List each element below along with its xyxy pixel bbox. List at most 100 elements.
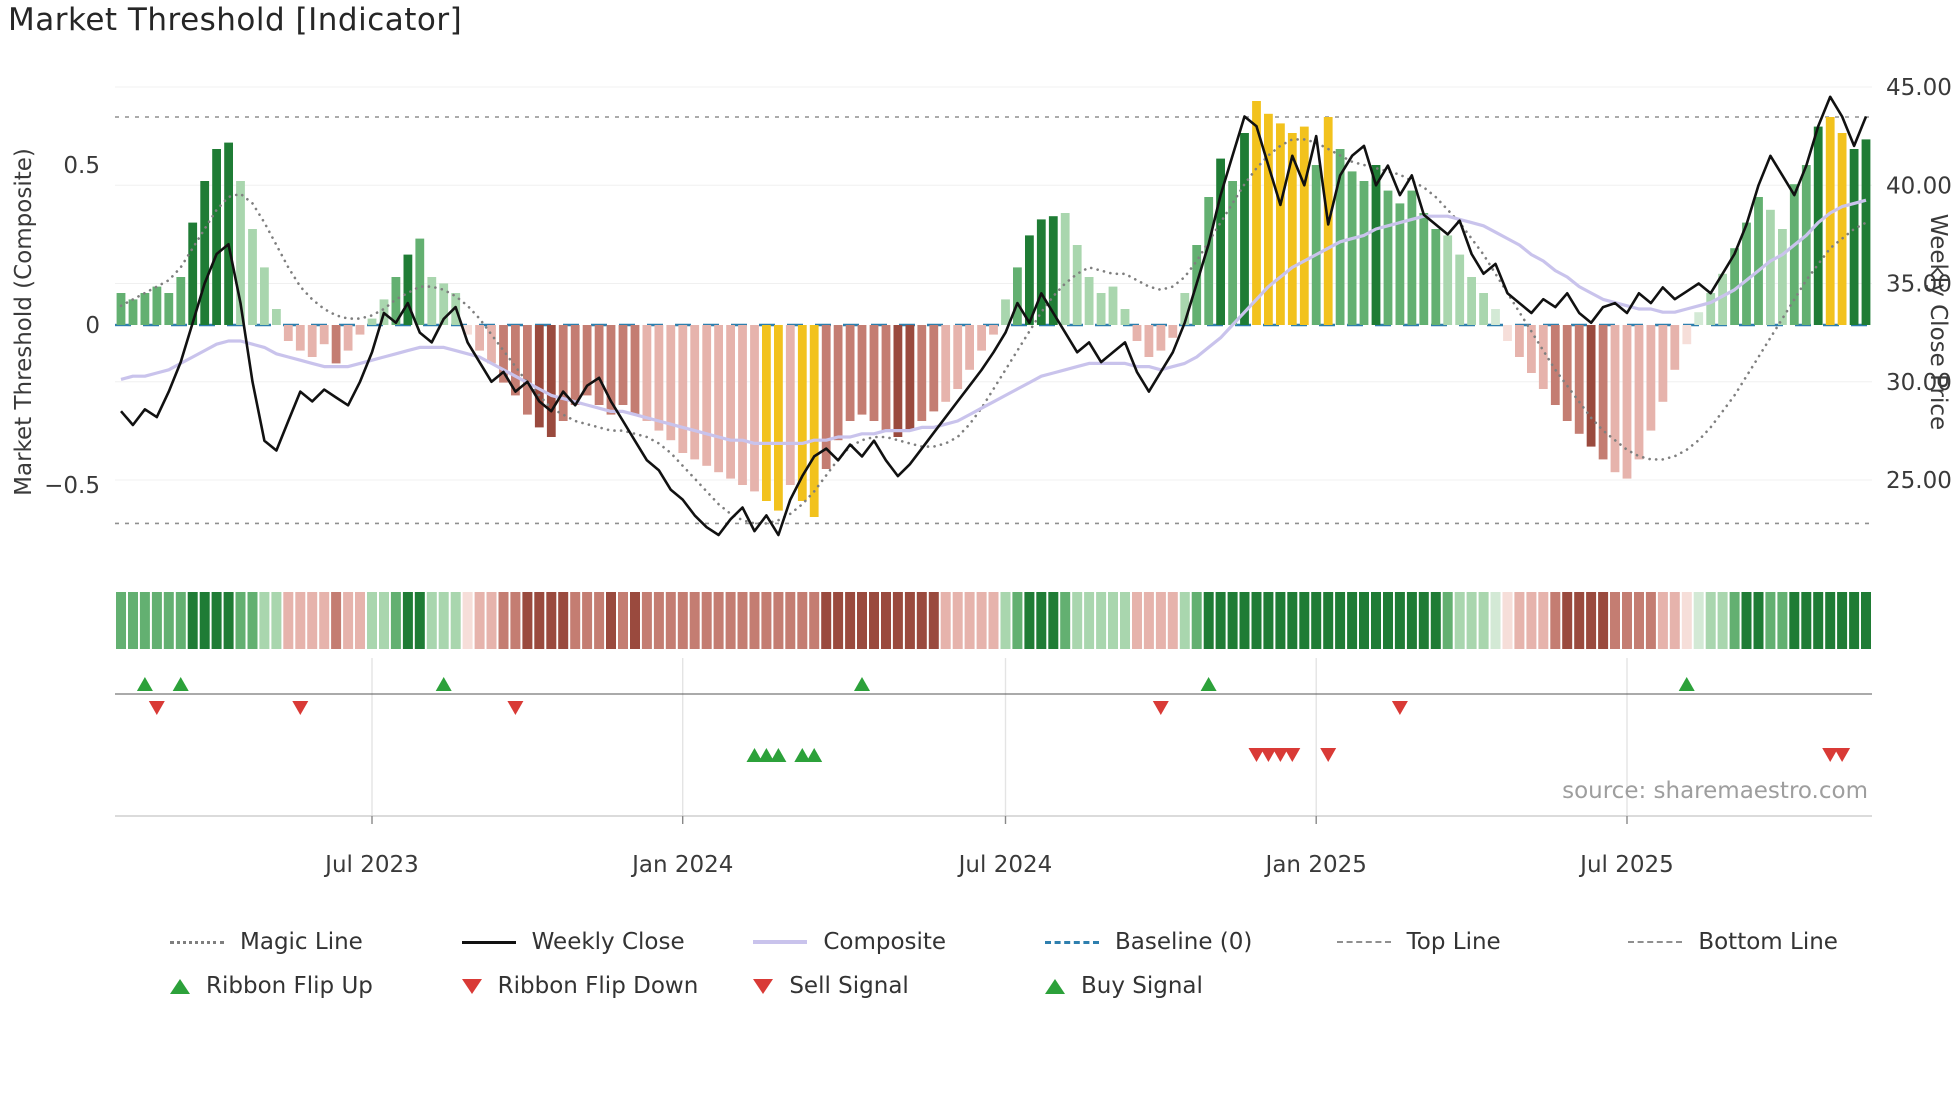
ribbon-cell — [116, 592, 126, 649]
ribbon-cell — [869, 592, 879, 649]
ribbon-cell — [773, 592, 784, 649]
ribbon-cell — [976, 592, 987, 649]
ribbon-cell — [1084, 592, 1095, 649]
threshold-bar — [977, 325, 986, 351]
ribbon-cell — [1717, 592, 1728, 649]
ribbon-cell — [163, 592, 174, 649]
threshold-bar — [272, 309, 281, 325]
threshold-bar — [1658, 325, 1668, 402]
ribbon-flip-down-marker — [292, 701, 309, 715]
ribbon-flip-down-marker — [148, 701, 165, 715]
magic-line — [119, 138, 1868, 525]
threshold-bar — [1180, 293, 1190, 325]
sell-signal-marker — [1822, 748, 1839, 762]
ribbon-cell — [259, 592, 270, 649]
ribbon-cell — [1454, 592, 1465, 649]
ribbon-cell — [845, 592, 856, 649]
threshold-bar — [1455, 254, 1465, 325]
threshold-bar — [1598, 325, 1608, 460]
threshold-bar — [666, 325, 676, 441]
threshold-bar — [1216, 158, 1225, 325]
threshold-bar — [702, 325, 712, 466]
ribbon-cell — [1657, 592, 1668, 649]
market-threshold-chart: 0.5 0 −0.5 45.00 40.00 35.00 30.00 25.00 Jul 202… — [44, 75, 1952, 878]
threshold-bar — [1204, 197, 1214, 325]
bottom-line-sample-icon — [1628, 941, 1683, 943]
threshold-bar — [176, 277, 186, 325]
right-axis-tick-label: 25.00 — [1886, 468, 1952, 494]
threshold-bar — [1335, 149, 1345, 325]
left-axis-title: Market Threshold (Composite) — [11, 148, 37, 496]
threshold-bar — [1861, 139, 1871, 325]
threshold-bar — [128, 299, 138, 325]
ribbon-cell — [1789, 592, 1800, 649]
ribbon-cell — [1203, 592, 1214, 649]
legend-label: Top Line — [1406, 929, 1501, 955]
threshold-bar — [1586, 325, 1596, 447]
ribbon-cell — [283, 592, 294, 649]
threshold-bar — [570, 325, 580, 405]
ribbon-cell — [1813, 592, 1824, 649]
threshold-bar — [618, 325, 628, 405]
ribbon-cell — [175, 592, 186, 649]
threshold-bar — [534, 325, 544, 428]
threshold-bar — [1754, 197, 1763, 325]
ribbon-cell — [665, 592, 676, 649]
source-attribution: source: sharemaestro.com — [1562, 778, 1868, 804]
ribbon-cell — [1394, 592, 1405, 649]
ribbon-cell — [1777, 592, 1788, 649]
threshold-bar — [785, 325, 795, 485]
ribbon-cell — [450, 592, 461, 649]
threshold-bar — [1801, 165, 1811, 325]
ribbon-cell — [1753, 592, 1764, 649]
threshold-bar — [1359, 181, 1369, 325]
threshold-bar — [1144, 325, 1154, 357]
threshold-bar — [212, 149, 221, 325]
weekly-close-sample-icon — [461, 940, 516, 944]
signal-bar — [762, 325, 771, 501]
threshold-bar — [260, 267, 269, 325]
right-axis-tick-label: 30.00 — [1886, 370, 1952, 396]
ribbon-cell — [1299, 592, 1310, 649]
signal-bar — [1299, 126, 1309, 325]
ribbon-cell — [462, 592, 473, 649]
ribbon-cell — [438, 592, 449, 649]
legend-label: Ribbon Flip Up — [206, 973, 373, 999]
threshold-bar — [642, 325, 652, 421]
signal-bar — [809, 325, 819, 517]
threshold-bar — [487, 325, 496, 364]
threshold-bar — [1108, 286, 1118, 325]
ribbon-cell — [1825, 592, 1836, 649]
ribbon-cell — [1072, 592, 1083, 649]
threshold-bar — [558, 325, 568, 421]
signal-bar — [1252, 101, 1261, 325]
threshold-bar — [140, 293, 150, 325]
left-axis-tick-label: 0.5 — [63, 153, 100, 179]
ribbon-cell — [1108, 592, 1118, 649]
threshold-bar — [953, 325, 963, 389]
ribbon-cell — [1514, 592, 1525, 649]
ribbon-cell — [1000, 592, 1011, 649]
buy-signal-triangle-icon — [1044, 978, 1065, 994]
ribbon-cell — [1311, 592, 1322, 649]
ribbon-cell — [749, 592, 760, 649]
threshold-bar — [1682, 325, 1692, 345]
threshold-bar — [200, 181, 210, 325]
threshold-bar — [1311, 165, 1321, 325]
ribbon-cell — [522, 592, 533, 649]
ribbon-flip-up-marker — [1200, 677, 1217, 691]
threshold-bar — [989, 325, 998, 335]
ribbon-cell — [737, 592, 748, 649]
threshold-bar — [965, 325, 974, 370]
threshold-bar — [630, 325, 640, 415]
ribbon-flip-down-marker — [1152, 701, 1169, 715]
ribbon-cell — [1012, 592, 1023, 649]
ribbon-cell — [474, 592, 485, 649]
ribbon-cell — [940, 592, 951, 649]
ribbon-cell — [1849, 592, 1860, 649]
ribbon-cell — [1120, 592, 1130, 649]
ribbon-cell — [1335, 592, 1346, 649]
buy-signal-marker — [806, 748, 823, 762]
threshold-bar — [1515, 325, 1524, 357]
threshold-bar — [283, 325, 293, 341]
